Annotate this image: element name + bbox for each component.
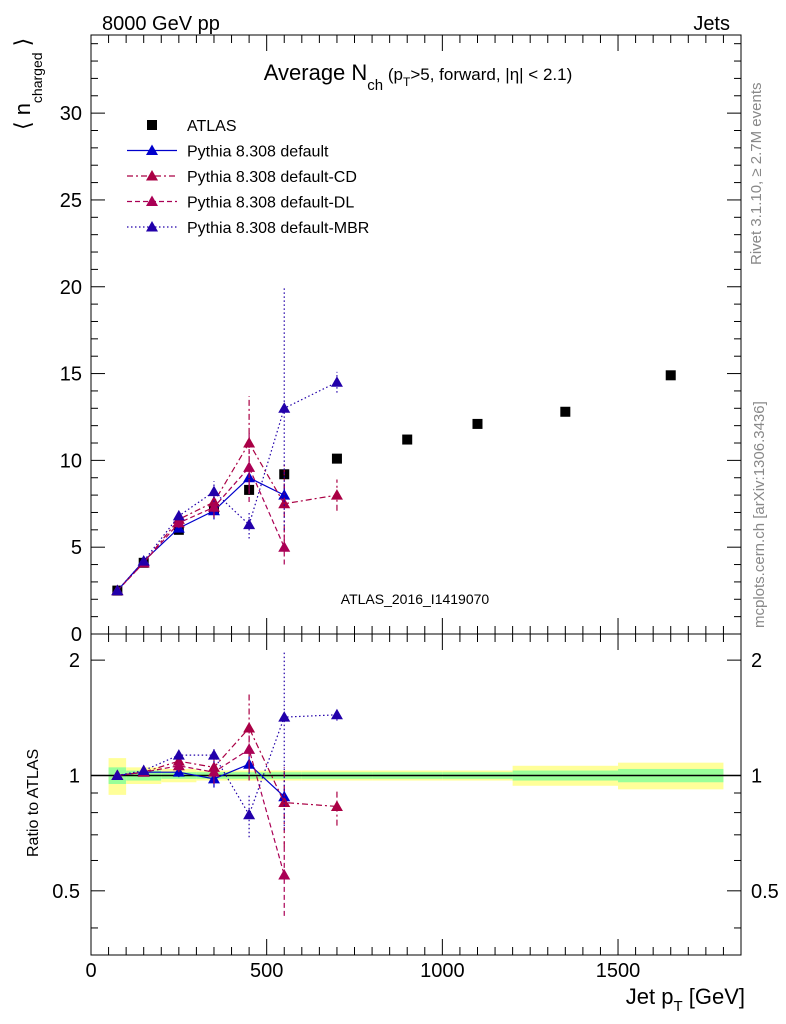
main-y-tick-label: 5 bbox=[71, 537, 82, 559]
ratio-y-label: Ratio to ATLAS bbox=[25, 749, 42, 857]
main-y-tick-label: 0 bbox=[71, 624, 82, 646]
analysis-id: ATLAS_2016_I1419070 bbox=[341, 591, 490, 607]
x-tick-label: 1000 bbox=[420, 960, 465, 982]
ratio-point bbox=[330, 800, 343, 811]
legend: ATLAS Pythia 8.308 default Pythia 8.308 de… bbox=[127, 118, 369, 237]
main-line-default bbox=[116, 477, 285, 591]
x-axis-label: Jet pT [GeV] bbox=[626, 984, 745, 1015]
main-point bbox=[278, 541, 291, 552]
main-point bbox=[172, 516, 185, 528]
ratio-point bbox=[137, 764, 150, 776]
main-series-default bbox=[111, 463, 291, 596]
ratio-line-dl bbox=[117, 748, 285, 876]
rivet-label: Rivet 3.1.10, ≥ 2.7M events bbox=[748, 83, 765, 266]
ratio-point bbox=[243, 808, 256, 820]
main-series-dl bbox=[111, 432, 291, 596]
main-point bbox=[330, 489, 343, 500]
legend-item-cd: Pythia 8.308 default-CD bbox=[127, 169, 357, 186]
ratio-point bbox=[243, 722, 256, 733]
main-series-mbr bbox=[111, 286, 343, 596]
main-series-data bbox=[112, 370, 676, 596]
main-point bbox=[278, 497, 291, 509]
legend-label: Pythia 8.308 default-DL bbox=[187, 195, 354, 212]
main-point bbox=[243, 461, 256, 472]
main-point bbox=[331, 453, 342, 464]
legend-marker bbox=[147, 120, 157, 130]
main-y-tick-label: 10 bbox=[60, 450, 82, 472]
ratio-frame bbox=[90, 633, 742, 956]
main-point bbox=[330, 376, 343, 387]
ratio-point bbox=[172, 759, 185, 771]
x-tick-label: 1500 bbox=[596, 960, 641, 982]
ratio-point bbox=[207, 749, 220, 760]
ratio-y-tick-label-right: 2 bbox=[751, 650, 762, 672]
legend-marker bbox=[146, 195, 158, 206]
ratio-point bbox=[278, 868, 291, 880]
legend-item-default: Pythia 8.308 default bbox=[127, 144, 329, 161]
ratio-panel: 0.5 0.5 1 1 2 2 0 500 1000 1500 Ratio to ATLAS bbox=[25, 633, 779, 982]
main-point bbox=[560, 406, 571, 417]
main-y-tick-label: 20 bbox=[60, 277, 82, 299]
main-point bbox=[243, 518, 256, 530]
legend-label: Pythia 8.308 default-MBR bbox=[187, 220, 369, 237]
main-point bbox=[111, 584, 124, 596]
mcplots-label: mcplots.cern.ch [arXiv:1306.3436] bbox=[751, 401, 768, 628]
main-line-dl bbox=[116, 466, 285, 592]
ratio-point bbox=[330, 708, 343, 720]
energy-label: 8000 GeV pp bbox=[102, 13, 220, 35]
main-y-tick-label: 15 bbox=[60, 364, 82, 386]
ratio-line-cd bbox=[117, 726, 337, 808]
legend-marker bbox=[146, 221, 158, 232]
ratio-y-tick-label: 2 bbox=[69, 650, 80, 672]
legend-marker bbox=[146, 170, 158, 181]
process-label: Jets bbox=[693, 13, 730, 35]
main-point bbox=[665, 370, 676, 381]
ratio-y-tick-label-right: 0.5 bbox=[751, 881, 779, 903]
legend-label: Pythia 8.308 default bbox=[187, 144, 329, 161]
legend-item-dl: Pythia 8.308 default-DL bbox=[127, 195, 354, 212]
ratio-series-dl bbox=[111, 723, 291, 916]
ratio-y-tick-label: 0.5 bbox=[52, 881, 80, 903]
legend-marker bbox=[146, 144, 158, 155]
ratio-point bbox=[278, 711, 291, 722]
x-tick-label: 0 bbox=[85, 960, 96, 982]
ratio-y-tick-label: 1 bbox=[69, 765, 80, 787]
main-point bbox=[402, 434, 413, 445]
main-point bbox=[278, 402, 291, 413]
ratio-line-mbr bbox=[117, 714, 337, 817]
x-tick-label: 500 bbox=[250, 960, 283, 982]
main-point bbox=[207, 501, 220, 512]
legend-label: ATLAS bbox=[187, 118, 237, 135]
main-point bbox=[172, 509, 185, 521]
ratio-series-mbr bbox=[111, 650, 343, 838]
main-panel: 0 5 10 15 20 25 30 Average Nch (pT>5, forward,… bbox=[10, 34, 742, 646]
legend-label: Pythia 8.308 default-CD bbox=[187, 169, 357, 186]
ratio-point bbox=[172, 749, 185, 760]
ratio-point bbox=[207, 766, 220, 777]
main-point bbox=[472, 418, 483, 429]
main-y-tick-label: 30 bbox=[60, 103, 82, 125]
y-axis-label: ⟨ ncharged ⟩ bbox=[10, 38, 45, 130]
ratio-point bbox=[243, 743, 256, 754]
legend-item-data: ATLAS bbox=[147, 118, 237, 135]
main-y-tick-label: 25 bbox=[60, 190, 82, 212]
main-line-mbr bbox=[116, 381, 338, 591]
main-point bbox=[207, 485, 220, 497]
ratio-point bbox=[111, 769, 124, 780]
main-point bbox=[137, 555, 150, 566]
ratio-y-tick-label-right: 1 bbox=[751, 765, 762, 787]
main-title: Average Nch (pT>5, forward, |η| < 2.1) bbox=[264, 60, 573, 94]
main-line-cd bbox=[116, 441, 338, 592]
legend-item-mbr: Pythia 8.308 default-MBR bbox=[127, 220, 369, 237]
